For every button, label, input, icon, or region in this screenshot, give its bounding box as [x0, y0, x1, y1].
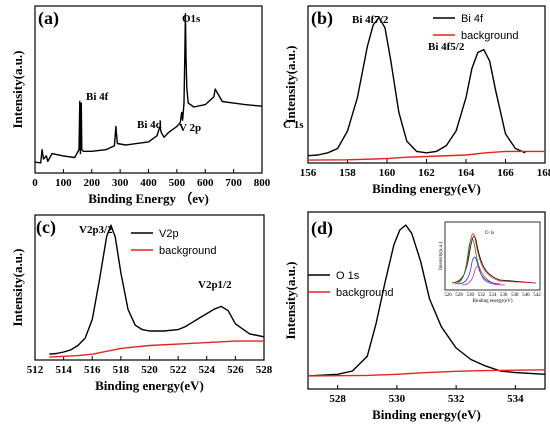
- inset-x-tick-label: 536: [500, 293, 508, 298]
- peak-annotation: O1s: [182, 13, 201, 25]
- legend-label: V2p: [159, 228, 179, 240]
- bi-4f-line: [307, 16, 526, 157]
- inset-x-tick-label: 528: [455, 293, 463, 298]
- peak-annotation: V 2p: [179, 122, 201, 134]
- legend-label: background: [461, 30, 519, 42]
- x-tick-label: 168: [537, 167, 550, 179]
- inset-x-tick-label: 532: [478, 293, 486, 298]
- x-tick-label: 526: [227, 364, 244, 376]
- x-tick-label: 516: [84, 364, 101, 376]
- y-axis-label: Intensity(a.u.): [283, 261, 298, 339]
- peak-annotation: V2p3/2: [79, 224, 113, 236]
- x-axis-label: Binding energy(eV): [95, 378, 204, 393]
- x-tick-label: 200: [84, 177, 101, 189]
- x-tick-label: 534: [507, 393, 524, 405]
- peak-annotation: Bi 4f7/2: [352, 14, 389, 26]
- peak-annotation: Bi 4f5/2: [428, 41, 465, 53]
- inset-x-tick-label: 526: [444, 293, 452, 298]
- inset-y-label: Intensity(a.u.): [439, 242, 444, 270]
- inset-fit-curve: [457, 256, 501, 285]
- panel-label: (b): [311, 8, 333, 29]
- peak-annotation: C 1s: [283, 119, 304, 131]
- inset-x-tick-label: 534: [489, 293, 497, 298]
- y-axis-label: Intensity(a.u.): [10, 50, 25, 128]
- x-tick-label: 162: [418, 167, 435, 179]
- y-axis-label: Intensity(a.u.): [10, 248, 25, 326]
- inset-x-label: Binding energy(eV): [472, 299, 512, 304]
- x-tick-label: 164: [458, 167, 475, 179]
- x-tick-label: 300: [112, 177, 129, 189]
- background-line: [307, 369, 546, 377]
- peak-annotation: Bi 4d: [137, 119, 162, 131]
- x-tick-label: 532: [448, 393, 465, 405]
- x-tick-label: 160: [379, 167, 396, 179]
- background-line: [307, 150, 545, 161]
- panel-c: 512 514 516 518 520 522 524 526 528 Binding energ…: [10, 214, 273, 393]
- inset-fit-curve: [461, 266, 506, 286]
- o-1s-line: [307, 224, 546, 377]
- x-tick-label: 0: [32, 177, 38, 189]
- peak-annotation: Bi 4f: [86, 91, 109, 103]
- peak-annotation: V2p1/2: [198, 279, 232, 291]
- x-tick-label: 522: [170, 364, 187, 376]
- x-tick-label: 500: [169, 177, 186, 189]
- x-tick-label: 520: [141, 364, 158, 376]
- x-tick-label: 400: [140, 177, 157, 189]
- inset-x-tick-label: 540: [522, 293, 530, 298]
- inset-x-tick-label: 542: [533, 293, 541, 298]
- x-tick-label: 158: [339, 167, 356, 179]
- legend-label: background: [159, 245, 217, 257]
- inset-title: O 1s: [485, 231, 494, 236]
- inset-fit-curve: [454, 238, 497, 285]
- x-tick-label: 528: [329, 393, 346, 405]
- x-tick-label: 528: [256, 364, 273, 376]
- legend-label: background: [336, 287, 394, 299]
- inset-x-tick-label: 530: [467, 293, 475, 298]
- legend-label: O 1s: [336, 270, 360, 282]
- x-tick-label: 800: [254, 177, 271, 189]
- panel-label: (c): [36, 217, 56, 238]
- panel-label: (a): [38, 8, 59, 29]
- x-tick-label: 600: [197, 177, 214, 189]
- background-line: [49, 340, 264, 358]
- x-axis-label: Binding energy(eV): [372, 181, 481, 196]
- panel-a: 0 100 200 300 400 500 600 700 800 Binding Energy …: [10, 5, 304, 206]
- x-tick-label: 100: [55, 177, 72, 189]
- x-tick-label: 512: [27, 364, 44, 376]
- y-axis-label: Intensity(a.u.): [283, 45, 298, 123]
- x-tick-label: 518: [113, 364, 130, 376]
- x-tick-label: 530: [389, 393, 406, 405]
- x-tick-label: 700: [225, 177, 242, 189]
- plot-frame: [307, 211, 546, 390]
- x-tick-label: 514: [55, 364, 72, 376]
- x-tick-label: 166: [497, 167, 514, 179]
- spectrum-line: [34, 13, 263, 164]
- x-tick-label: 156: [300, 167, 317, 179]
- inset-plot: O 1s 526 528 530 532 534 536 538 540 542 Binding e…: [439, 221, 541, 304]
- legend-label: Bi 4f: [461, 13, 484, 25]
- inset-x-tick-label: 538: [511, 293, 519, 298]
- x-tick-label: 524: [199, 364, 216, 376]
- x-axis-label: Binding energy(eV): [372, 407, 481, 422]
- v2p-line: [49, 224, 265, 355]
- x-axis-label: Binding Energy （ev): [88, 191, 209, 206]
- plot-frame: [34, 5, 263, 174]
- panel-label: (d): [311, 218, 333, 239]
- panel-b: 156 158 160 162 164 166 168 Binding energy(eV) I…: [283, 5, 550, 196]
